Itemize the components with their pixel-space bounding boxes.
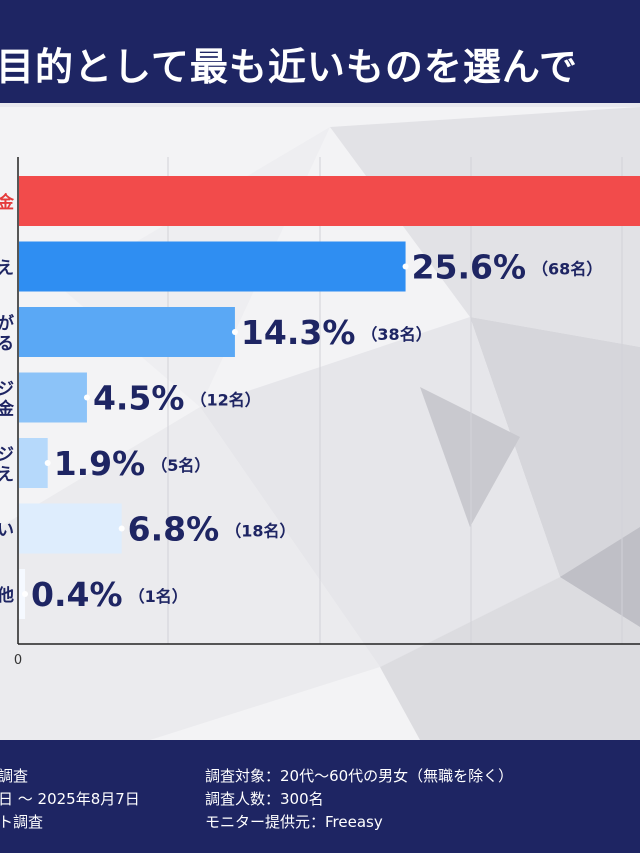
bar-end-dot	[118, 525, 125, 532]
footer-left-line: 調査	[0, 767, 29, 785]
header-divider	[0, 103, 640, 107]
chart-title: 目的として最も近いものを選んで	[0, 45, 578, 89]
count-label: （1名）	[129, 587, 188, 606]
footer-right-line: 調査人数：300名	[205, 790, 324, 808]
footer-right-line: モニター提供元：Freeasy	[205, 813, 383, 831]
category-label: 他	[0, 585, 14, 606]
bar-end-dot	[402, 263, 409, 270]
bar-chart: 0金え 25.6% （68名）がる 14.3% （38名）ジ金 4.5% （12名）ジえ 1.…	[0, 157, 640, 668]
bar	[19, 176, 640, 226]
value-label: 4.5%	[93, 379, 185, 418]
header-bar: 目的として最も近いものを選んで	[0, 0, 640, 107]
count-label: （38名）	[361, 325, 431, 344]
value-label: 14.3%	[241, 313, 356, 352]
footer-left-line: 日 ～ 2025年8月7日	[0, 790, 140, 808]
bar	[19, 241, 406, 292]
bar-end-dot	[22, 591, 29, 597]
footer-right-line: 調査対象：20代～60代の男女（無職を除く）	[205, 767, 514, 785]
bar	[19, 503, 122, 554]
category-label: ジ	[0, 380, 14, 400]
bar-end-dot	[231, 329, 238, 335]
count-label: （18名）	[225, 522, 295, 541]
category-label: 金	[0, 399, 15, 420]
bar	[19, 569, 26, 619]
count-label: （5名）	[151, 456, 210, 475]
value-label: 25.6%	[412, 248, 527, 287]
x-tick-label: 0	[14, 653, 22, 668]
value-label: 0.4%	[31, 575, 123, 614]
bar	[19, 307, 235, 357]
bar	[19, 372, 87, 423]
bar	[19, 438, 48, 488]
count-label: （12名）	[190, 391, 260, 410]
bar-end-dot	[83, 394, 90, 401]
category-label: ジ	[0, 445, 14, 465]
category-label: る	[0, 334, 14, 354]
value-label: 6.8%	[128, 510, 220, 549]
footer-survey-details: 調査対象：20代～60代の男女（無職を除く） 調査人数：300名 モニター提供元…	[205, 765, 513, 834]
footer-survey-info: 調査 日 ～ 2025年8月7日 ト調査	[0, 765, 140, 834]
count-label: （68名）	[532, 260, 602, 279]
category-label: 金	[0, 192, 15, 213]
category-label: え	[0, 259, 14, 279]
category-label: が	[0, 313, 14, 334]
category-label: え	[0, 465, 14, 485]
category-label: い	[0, 521, 14, 541]
footer-left-line: ト調査	[0, 813, 44, 831]
bar-end-dot	[44, 460, 51, 466]
footer-bar: 調査 日 ～ 2025年8月7日 ト調査 調査対象：20代～60代の男女（無職を…	[0, 740, 640, 853]
value-label: 1.9%	[54, 444, 146, 483]
